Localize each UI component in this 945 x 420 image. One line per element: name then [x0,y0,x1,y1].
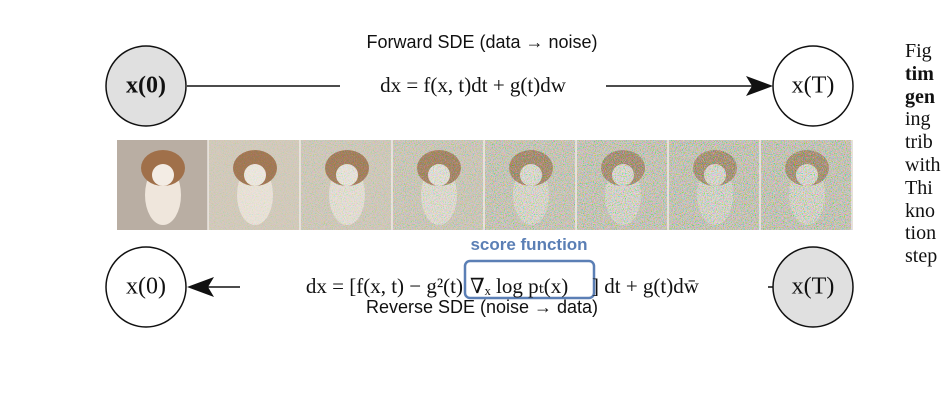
score-box [463,259,596,300]
caption-line: tim [905,62,934,85]
end-node [105,246,187,328]
node-label: x(T) [791,72,835,99]
score-label: score function [470,235,588,254]
reverse-equation: dx = [f(x, t) − g²(t) [305,274,463,298]
caption-line: with [905,154,941,176]
caption-line: Fig [905,40,932,62]
noise [669,140,760,230]
caption-line: step [905,245,938,268]
node-label: x(0) [126,273,166,300]
score-term: ∇ₓ log pₜ(x) [470,274,569,298]
arrowhead [746,76,773,96]
noise [301,140,392,230]
arrowhead [187,277,214,297]
noise-strip [117,140,853,230]
node-label: x(T) [791,273,835,300]
caption-line: ing [905,108,931,131]
caption-line: Thi [905,176,933,199]
noise [209,140,300,230]
caption-line: gen [905,85,935,108]
forward-equation: dx = f(x, t)dt + g(t)dw [380,73,566,97]
start-node [105,45,187,127]
noise [393,140,484,230]
caption-line: kno [905,199,935,222]
caption-line: tion [905,222,937,245]
reverse-equation: ] dt + g(t)dw̄ [592,274,699,298]
noise [485,140,576,230]
noise [577,140,668,230]
reverse-title: Reverse SDE (noise → data) [365,297,599,317]
noise [761,140,852,230]
dog-face [152,164,174,186]
caption-line: trib [905,131,933,154]
node-label: x(0) [126,72,166,99]
forward-title: Forward SDE (data → noise) [366,32,598,52]
